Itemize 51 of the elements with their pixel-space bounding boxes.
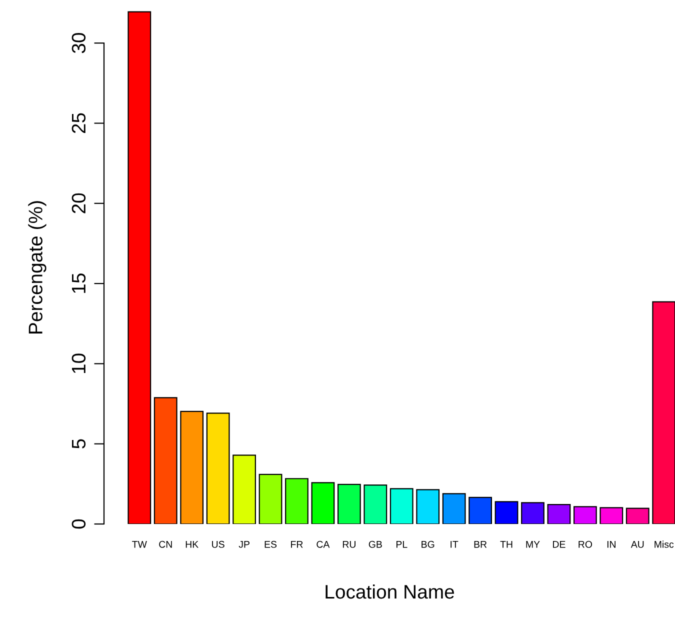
- x-tick-label: HK: [186, 541, 198, 548]
- bar: [600, 507, 624, 524]
- bar: [626, 508, 650, 524]
- bar: [311, 482, 335, 524]
- x-tick-label: JP: [238, 541, 250, 548]
- x-tick-label: IN: [607, 541, 616, 548]
- x-tick-label: TH: [500, 541, 512, 548]
- x-tick-label: CN: [159, 540, 172, 548]
- x-tick-label: FR: [291, 541, 303, 548]
- x-tick-label: RU: [342, 541, 356, 548]
- x-tick-label: CA: [316, 540, 330, 548]
- bar: [390, 488, 414, 524]
- x-tick-label: RO: [578, 540, 592, 548]
- bar: [547, 504, 571, 524]
- y-tick-label: 10: [72, 354, 86, 374]
- y-tick-label: 15: [72, 274, 86, 293]
- bar: [573, 506, 597, 524]
- bar: [232, 454, 256, 524]
- x-tick-label: US: [212, 540, 224, 548]
- bar: [285, 478, 308, 524]
- y-axis-title: Percengate (%): [28, 201, 46, 334]
- bar: [521, 502, 544, 524]
- bar: [442, 493, 466, 524]
- y-tick-label: 5: [72, 439, 86, 448]
- x-tick-label: IT: [450, 541, 458, 548]
- bar: [128, 11, 152, 524]
- x-tick-label: ES: [264, 540, 277, 548]
- x-tick-label: Misc: [654, 540, 674, 548]
- x-tick-label: TW: [132, 541, 147, 548]
- x-tick-label: MY: [526, 541, 540, 548]
- bar: [468, 496, 492, 524]
- bar: [494, 501, 518, 524]
- bar: [416, 489, 440, 524]
- bar: [652, 301, 675, 524]
- x-tick-label: PL: [396, 541, 408, 548]
- x-tick-label: AU: [630, 541, 644, 548]
- x-tick-label: BG: [422, 540, 434, 548]
- x-tick-label: DE: [553, 541, 566, 548]
- bar: [364, 484, 388, 524]
- x-axis-title: Location Name: [326, 584, 454, 599]
- y-tick-label: 30: [72, 33, 86, 54]
- y-tick-label: 25: [72, 113, 86, 134]
- x-tick-label: GB: [368, 540, 382, 548]
- bar: [154, 397, 178, 524]
- bar: [180, 410, 204, 524]
- bar: [337, 484, 361, 524]
- y-tick-label: 20: [72, 193, 86, 214]
- bar: [258, 474, 282, 524]
- bar: [206, 412, 230, 524]
- x-tick-label: BR: [474, 541, 487, 548]
- y-tick-label: 0: [72, 519, 86, 529]
